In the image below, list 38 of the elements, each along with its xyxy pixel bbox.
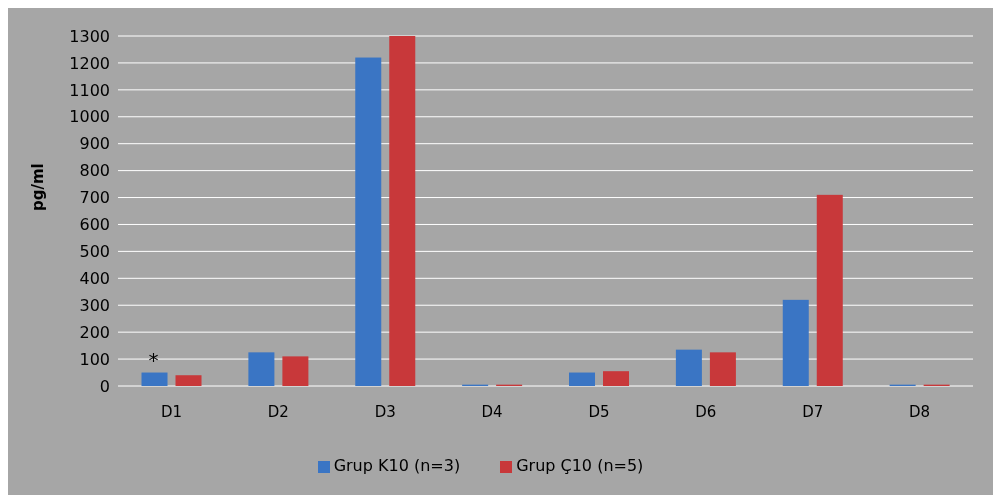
bar [175,375,202,386]
bar [282,356,309,386]
bar [603,371,630,386]
y-axis-title: pg/ml [29,163,48,211]
x-tick-label: D4 [481,402,503,421]
y-tick-label: 400 [79,268,110,288]
bar [782,299,809,386]
y-tick-label: 1200 [69,53,110,73]
y-tick-label: 1300 [69,26,110,46]
bar [141,372,168,386]
x-tick-label: D6 [695,402,717,421]
bar [355,57,382,386]
legend-label: Grup K10 (n=3) [333,456,461,475]
bar [675,349,702,386]
y-tick-label: 900 [79,134,110,154]
bar [248,352,275,386]
bar [389,36,416,386]
y-tick-label: 600 [79,215,110,235]
y-tick-label: 0 [99,376,110,396]
bar [816,194,843,386]
annotation: * [148,347,159,372]
x-tick-label: D8 [909,402,931,421]
x-tick-label: D5 [588,402,610,421]
y-tick-label: 500 [79,242,110,262]
legend-label: Grup Ç10 (n=5) [516,456,644,475]
y-tick-label: 300 [79,295,110,315]
y-tick-label: 200 [79,322,110,342]
x-tick-label: D3 [374,402,396,421]
y-tick-label: 100 [79,349,110,369]
y-tick-label: 1100 [69,80,110,100]
bar [709,352,736,386]
y-tick-label: 800 [79,161,110,181]
y-tick-label: 1000 [69,107,110,127]
bar [569,372,596,386]
y-tick-label: 700 [79,188,110,208]
x-tick-label: D7 [802,402,824,421]
x-tick-label: D2 [267,402,289,421]
x-tick-label: D1 [160,402,182,421]
